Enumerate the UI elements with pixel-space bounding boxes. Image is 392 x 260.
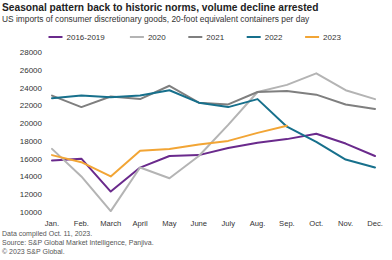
y-tick-label: 22000 bbox=[20, 101, 43, 110]
legend-label: 2023 bbox=[323, 33, 341, 42]
plot-lines bbox=[52, 73, 375, 211]
x-tick-label: May bbox=[162, 219, 177, 228]
legend-label: 2021 bbox=[206, 33, 224, 42]
y-tick-label: 12000 bbox=[20, 190, 43, 199]
y-tick-label: 14000 bbox=[20, 172, 43, 181]
x-tick-label: Nov. bbox=[338, 219, 353, 228]
y-tick-label: 20000 bbox=[20, 119, 43, 128]
x-tick-label: Jan. bbox=[45, 219, 59, 228]
legend-label: 2020 bbox=[148, 33, 166, 42]
y-tick bbox=[44, 87, 46, 88]
y-tick-label: 10000 bbox=[20, 208, 43, 217]
y-tick-label: 16000 bbox=[20, 155, 43, 164]
footnote: © 2023 S&P Global. bbox=[2, 248, 65, 255]
legend-swatch bbox=[130, 36, 144, 38]
y-tick-label: 26000 bbox=[20, 66, 43, 75]
y-tick-label: 28000 bbox=[20, 48, 43, 57]
subtitle: US imports of consumer discretionary goo… bbox=[2, 14, 310, 24]
y-tick-label: 24000 bbox=[20, 84, 43, 93]
y-tick-label: 18000 bbox=[20, 137, 43, 146]
legend-label: 2022 bbox=[265, 33, 283, 42]
footnote: Data compiled Oct. 11, 2023. bbox=[2, 230, 92, 238]
x-tick-label: July bbox=[221, 219, 235, 228]
x-tick-label: Aug. bbox=[250, 219, 266, 228]
x-tick-label: Dec. bbox=[367, 219, 383, 228]
x-tick-label: March bbox=[100, 219, 121, 228]
legend: 2016-2019 2020 2021 2022 2023 bbox=[49, 33, 342, 42]
y-tick bbox=[44, 52, 46, 53]
chart: Seasonal pattern back to historic norms,… bbox=[0, 0, 392, 260]
x-tick-label: Oct. bbox=[309, 219, 323, 228]
y-tick bbox=[44, 194, 46, 195]
title: Seasonal pattern back to historic norms,… bbox=[2, 2, 318, 13]
series-line bbox=[52, 73, 375, 211]
legend-label: 2016-2019 bbox=[67, 33, 106, 42]
series-line bbox=[52, 90, 375, 167]
y-tick bbox=[44, 69, 46, 70]
legend-swatch bbox=[305, 36, 319, 38]
footnote: Source: S&P Global Market Intelligence, … bbox=[2, 239, 154, 247]
x-tick-label: Feb. bbox=[74, 219, 89, 228]
y-tick bbox=[44, 176, 46, 177]
y-tick bbox=[44, 212, 46, 213]
x-tick-label: April bbox=[132, 219, 148, 228]
legend-swatch bbox=[247, 36, 261, 38]
y-tick bbox=[44, 158, 46, 159]
y-tick bbox=[44, 105, 46, 106]
series-line bbox=[52, 126, 287, 177]
legend-swatch bbox=[49, 36, 63, 38]
x-tick-label: June bbox=[191, 219, 207, 228]
y-tick bbox=[44, 140, 46, 141]
x-tick-label: Sep. bbox=[279, 219, 295, 228]
y-tick bbox=[44, 123, 46, 124]
legend-swatch bbox=[188, 36, 202, 38]
